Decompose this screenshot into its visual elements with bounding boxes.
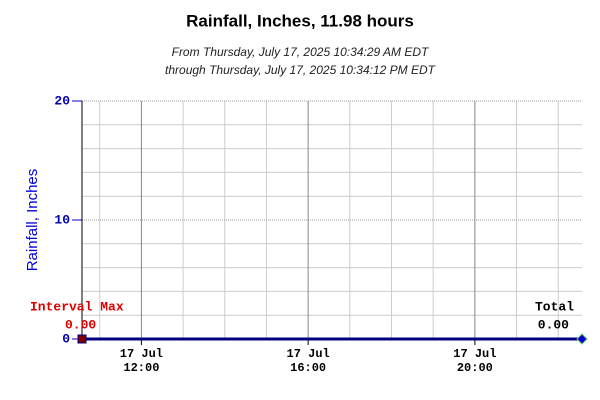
annotation-label: Total xyxy=(535,299,574,314)
annotation-value: 0.00 xyxy=(65,317,96,332)
chart-title: Rainfall, Inches, 11.98 hours xyxy=(186,11,414,30)
y-tick-label: 20 xyxy=(54,93,70,108)
x-tick-label: 17 Jul 20:00 xyxy=(453,347,497,375)
y-axis-label: Rainfall, Inches xyxy=(24,169,41,272)
start-marker xyxy=(77,334,87,344)
end-marker xyxy=(576,333,588,345)
annotation-label: Interval Max xyxy=(30,299,124,314)
y-tick-label: 10 xyxy=(54,212,70,227)
subtitle: through Thursday, July 17, 2025 10:34:12… xyxy=(165,63,437,77)
annotation-value: 0.00 xyxy=(538,317,569,332)
x-tick-label: 17 Jul 16:00 xyxy=(286,347,330,375)
x-tick-label: 17 Jul 12:00 xyxy=(119,347,164,375)
y-tick-label: 0 xyxy=(62,331,70,346)
subtitle: From Thursday, July 17, 2025 10:34:29 AM… xyxy=(172,45,430,59)
